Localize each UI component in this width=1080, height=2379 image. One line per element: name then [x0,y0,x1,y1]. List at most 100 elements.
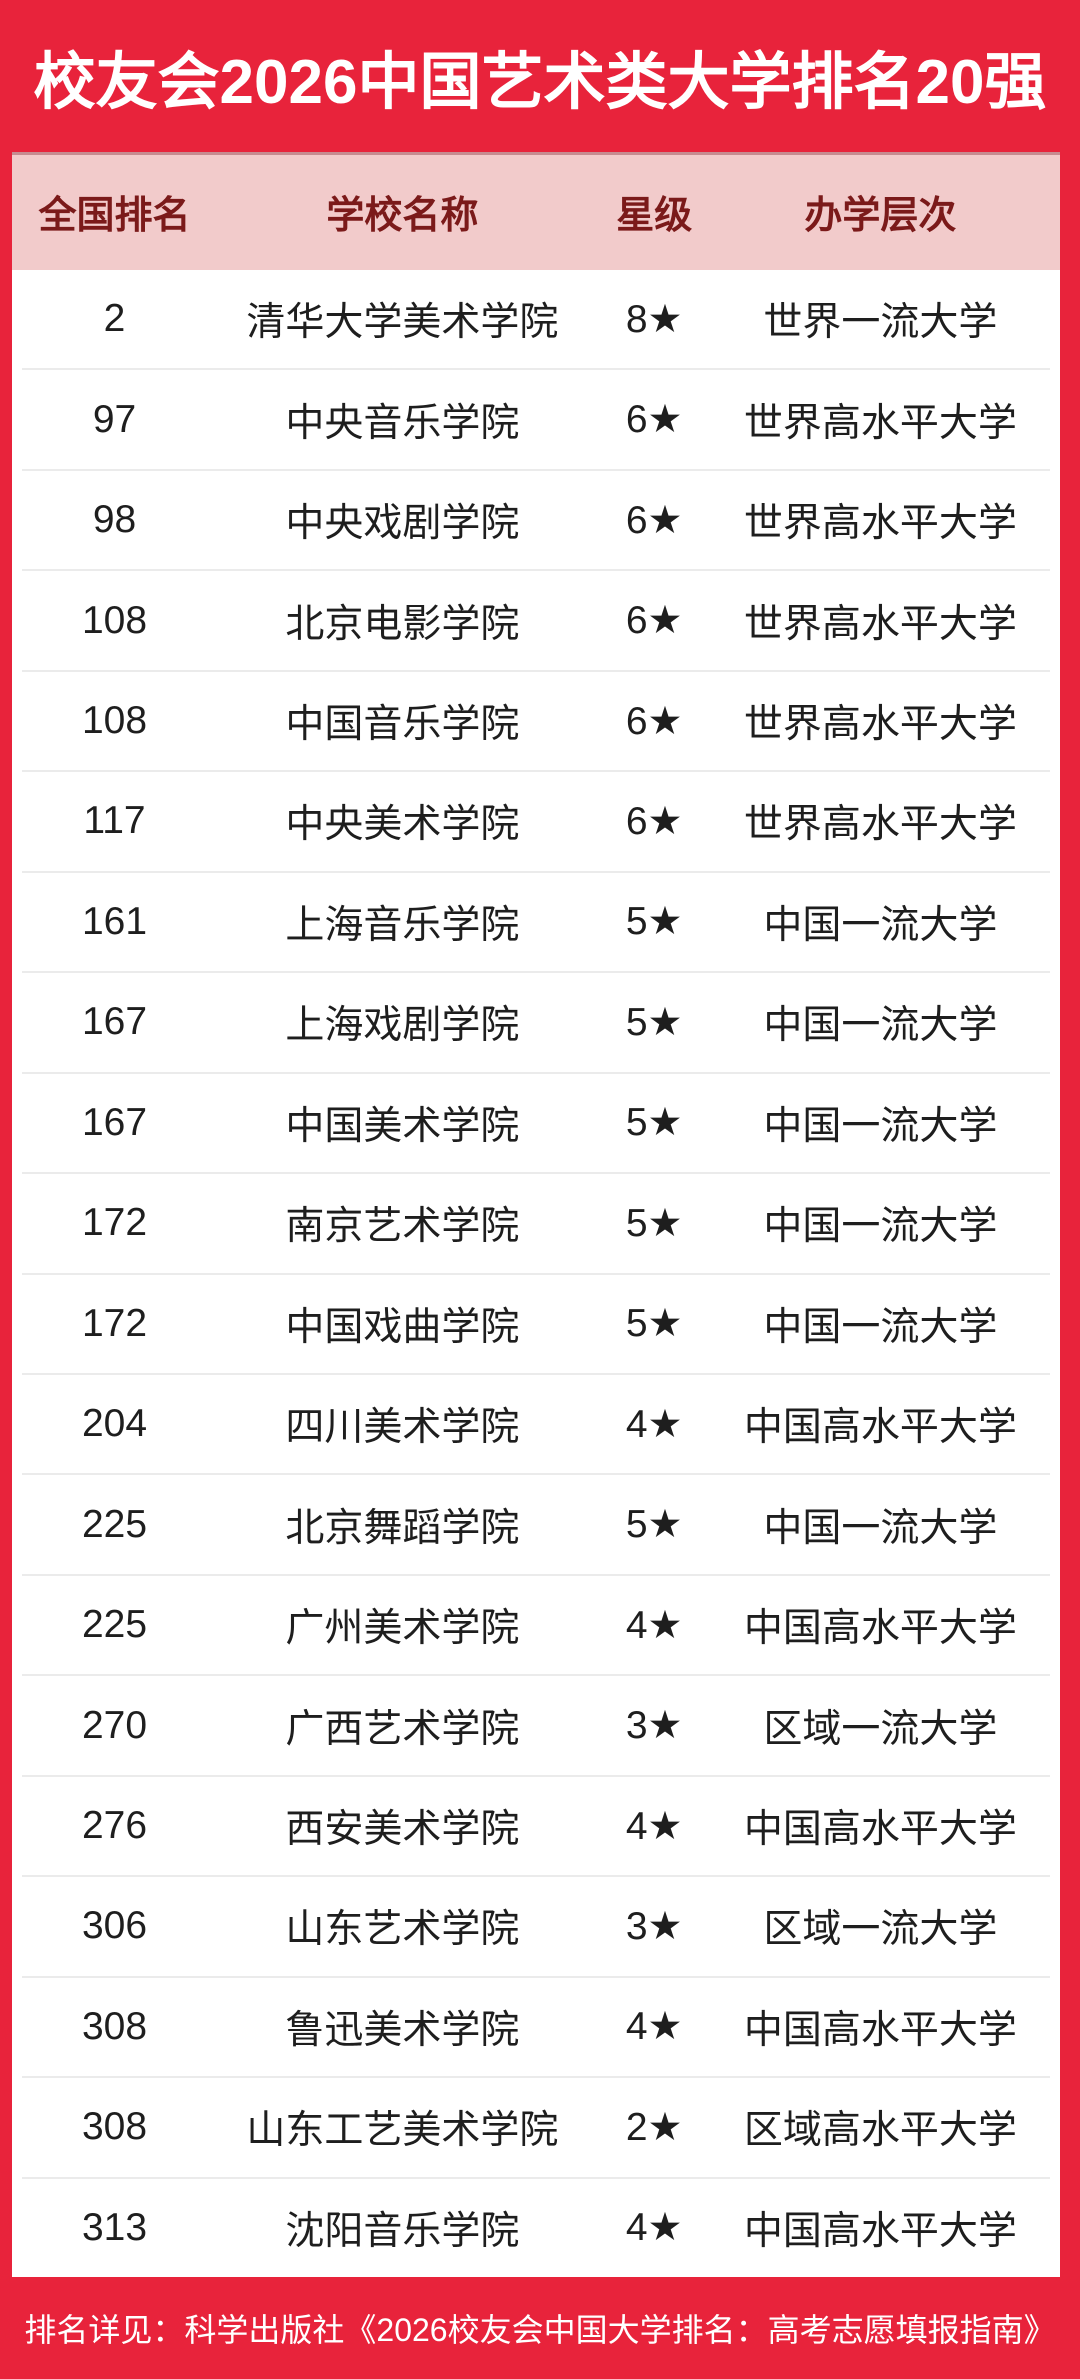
table-row: 172 中国戏曲学院 5★ 中国一流大学 [22,1272,1050,1373]
row-school-name: 南京艺术学院 [285,1205,520,1249]
row-school-name: 中央音乐学院 [285,401,520,445]
poster-title: 校友会2026中国艺术类大学排名20强 [33,48,1047,117]
table-row: 161 上海音乐学院 5★ 中国一流大学 [22,870,1050,971]
table-row: 97 中央音乐学院 6★ 世界高水平大学 [22,368,1050,468]
row-star-rating: 6★ [625,498,683,542]
table-row: 308 鲁迅美术学院 4★ 中国高水平大学 [22,1975,1050,2076]
row-national-rank: 108 [81,699,148,743]
row-education-level: 区域一流大学 [763,1908,998,1952]
row-national-rank: 313 [81,2205,148,2249]
table-row: 172 南京艺术学院 5★ 中国一流大学 [22,1172,1050,1272]
row-school-name: 北京舞蹈学院 [285,1506,520,1550]
row-education-level: 中国高水平大学 [743,2209,1017,2253]
poster-footer-band: 排名详见：科学出版社《2026校友会中国大学排名：高考志愿填报指南》 [0,2277,1080,2379]
row-education-level: 中国一流大学 [763,1506,998,1550]
row-star-rating: 4★ [625,1603,683,1647]
row-school-name: 中国戏曲学院 [285,1305,520,1349]
row-school-name: 清华大学美术学院 [246,301,559,345]
row-school-name: 四川美术学院 [285,1406,520,1450]
row-star-rating: 6★ [625,398,683,442]
row-school-name: 鲁迅美术学院 [285,2008,520,2052]
row-national-rank: 308 [81,2004,148,2048]
row-national-rank: 167 [81,1100,148,1144]
table-row: 204 四川美术学院 4★ 中国高水平大学 [22,1372,1050,1473]
row-education-level: 区域高水平大学 [743,2109,1017,2153]
row-education-level: 世界高水平大学 [743,401,1017,445]
column-header-education-level: 办学层次 [804,194,957,237]
row-school-name: 西安美术学院 [285,1808,520,1852]
row-school-name: 山东艺术学院 [285,1908,520,1952]
row-education-level: 中国一流大学 [763,1004,998,1048]
row-star-rating: 3★ [625,1704,683,1748]
table-row: 306 山东艺术学院 3★ 区域一流大学 [22,1875,1050,1975]
row-national-rank: 276 [81,1804,148,1848]
row-star-rating: 3★ [625,1904,683,1948]
row-national-rank: 161 [81,899,148,943]
row-star-rating: 2★ [625,2105,683,2149]
table-header-row: 全国排名 学校名称 星级 办学层次 [12,152,1060,270]
table-row: 108 北京电影学院 6★ 世界高水平大学 [22,569,1050,669]
row-star-rating: 5★ [625,1101,683,1145]
row-star-rating: 5★ [625,1000,683,1044]
row-national-rank: 97 [92,397,137,441]
table-row: 313 沈阳音乐学院 4★ 中国高水平大学 [22,2176,1050,2277]
footer-citation: 排名详见：科学出版社《2026校友会中国大学排名：高考志愿填报指南》 [24,2312,1056,2348]
row-school-name: 中国美术学院 [285,1104,520,1148]
row-national-rank: 306 [81,1904,148,1948]
table-row: 2 清华大学美术学院 8★ 世界一流大学 [22,270,1050,368]
row-national-rank: 270 [81,1703,148,1747]
table-body: 2 清华大学美术学院 8★ 世界一流大学 97 中央音乐学院 6★ 世界高水平大… [12,270,1060,2277]
row-national-rank: 225 [81,1502,148,1546]
row-education-level: 中国高水平大学 [743,1607,1017,1651]
row-education-level: 世界高水平大学 [743,502,1017,546]
row-national-rank: 308 [81,2105,148,2149]
row-education-level: 中国高水平大学 [743,1808,1017,1852]
table-row: 167 上海戏剧学院 5★ 中国一流大学 [22,971,1050,1071]
row-national-rank: 2 [103,297,126,341]
row-education-level: 中国一流大学 [763,1205,998,1249]
ranking-table: 全国排名 学校名称 星级 办学层次 2 清华大学美术学院 8★ 世界一流大学 9… [12,152,1060,2277]
row-education-level: 世界一流大学 [763,301,998,345]
table-row: 108 中国音乐学院 6★ 世界高水平大学 [22,669,1050,770]
row-school-name: 上海戏剧学院 [285,1004,520,1048]
table-row: 225 北京舞蹈学院 5★ 中国一流大学 [22,1473,1050,1573]
column-header-star-rating: 星级 [616,194,693,237]
row-star-rating: 4★ [625,2206,683,2250]
row-school-name: 中国音乐学院 [285,703,520,747]
row-national-rank: 204 [81,1402,148,1446]
row-star-rating: 5★ [625,900,683,944]
row-school-name: 广西艺术学院 [285,1707,520,1751]
row-school-name: 中央戏剧学院 [285,502,520,546]
row-education-level: 中国高水平大学 [743,2008,1017,2052]
row-star-rating: 6★ [625,799,683,843]
row-education-level: 世界高水平大学 [743,803,1017,847]
row-education-level: 世界高水平大学 [743,703,1017,747]
row-education-level: 中国一流大学 [763,1305,998,1349]
row-school-name: 上海音乐学院 [285,903,520,947]
row-star-rating: 8★ [625,297,683,341]
row-star-rating: 6★ [625,599,683,643]
row-national-rank: 108 [81,598,148,642]
row-education-level: 世界高水平大学 [743,602,1017,646]
row-school-name: 山东工艺美术学院 [246,2109,559,2153]
table-row: 276 西安美术学院 4★ 中国高水平大学 [22,1774,1050,1875]
row-star-rating: 5★ [625,1302,683,1346]
row-school-name: 北京电影学院 [285,602,520,646]
row-education-level: 中国一流大学 [763,1104,998,1148]
table-row: 117 中央美术学院 6★ 世界高水平大学 [22,770,1050,870]
table-row: 270 广西艺术学院 3★ 区域一流大学 [22,1674,1050,1774]
row-school-name: 沈阳音乐学院 [285,2209,520,2253]
poster-title-band: 校友会2026中国艺术类大学排名20强 [0,0,1080,152]
table-row: 225 广州美术学院 4★ 中国高水平大学 [22,1573,1050,1674]
row-national-rank: 225 [81,1603,148,1647]
row-star-rating: 4★ [625,1402,683,1446]
row-education-level: 中国高水平大学 [743,1406,1017,1450]
table-row: 308 山东工艺美术学院 2★ 区域高水平大学 [22,2076,1050,2176]
row-national-rank: 172 [81,1201,148,1245]
row-star-rating: 4★ [625,1804,683,1848]
row-national-rank: 117 [83,799,146,843]
column-header-national-rank: 全国排名 [38,194,191,237]
table-row: 98 中央戏剧学院 6★ 世界高水平大学 [22,468,1050,569]
row-national-rank: 167 [81,1000,148,1044]
